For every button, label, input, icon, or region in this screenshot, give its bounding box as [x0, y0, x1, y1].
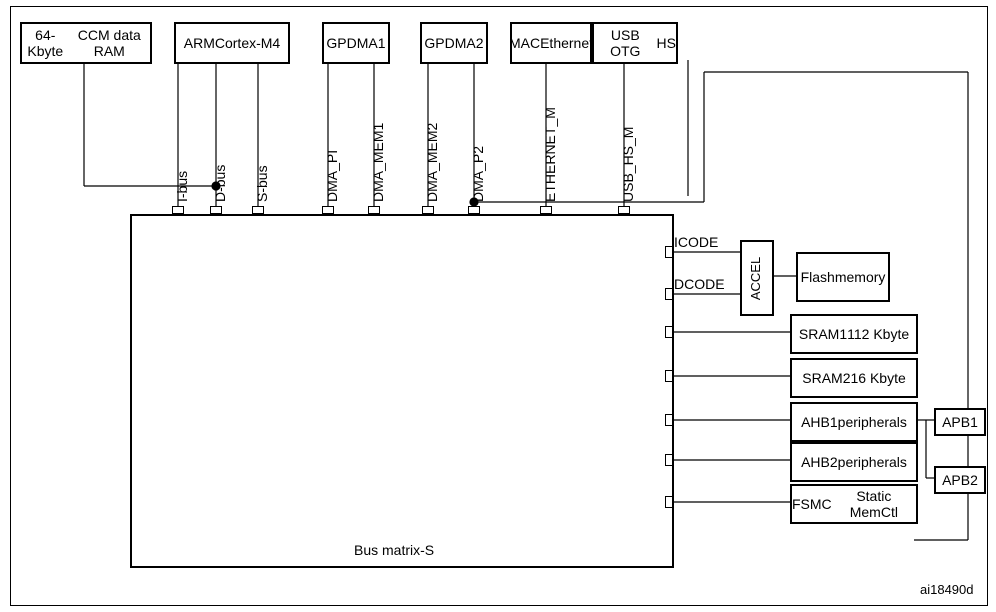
- port-top-dbus: [210, 206, 222, 214]
- slave-sram1: SRAM1112 Kbyte: [790, 314, 918, 354]
- master-cortex-l0: ARM: [184, 35, 215, 51]
- flash-l1: memory: [835, 269, 886, 285]
- master-usb-l1: HS: [657, 35, 676, 51]
- slave-ahb2-l0: AHB2: [801, 454, 838, 470]
- vlabel-usb_hs_m: USB_HS_M: [620, 127, 636, 202]
- slave-label-icode: ICODE: [674, 234, 718, 250]
- slave-sram2: SRAM216 Kbyte: [790, 358, 918, 398]
- slave-sram1-l1: 112 Kbyte: [847, 326, 909, 342]
- figure-id: ai18490d: [920, 582, 974, 597]
- vlabel-eth_m: ETHERNET_M: [542, 107, 558, 202]
- master-usb-l0: USB OTG: [594, 27, 657, 59]
- port-top-usb_hs_m: [618, 206, 630, 214]
- slave-ahb1-l1: peripherals: [838, 414, 907, 430]
- slave-ahb2-l1: peripherals: [838, 454, 907, 470]
- master-ccm-l1: CCM data RAM: [69, 27, 150, 59]
- diagram-canvas: 64-KbyteCCM data RAMARMCortex-M4GPDMA1GP…: [0, 0, 996, 612]
- master-usb: USB OTGHS: [592, 22, 678, 64]
- port-right-0: [665, 246, 673, 258]
- master-cortex: ARMCortex-M4: [174, 22, 290, 64]
- port-right-2: [665, 326, 673, 338]
- port-right-4: [665, 414, 673, 426]
- master-dma1-l1: DMA1: [347, 35, 386, 51]
- port-right-3: [665, 370, 673, 382]
- port-top-eth_m: [540, 206, 552, 214]
- accel-box: ACCEL: [740, 240, 774, 316]
- slave-sram2-l1: 16 Kbyte: [850, 370, 905, 386]
- slave-sram2-l0: SRAM2: [802, 370, 850, 386]
- master-mac-l1: Ethernet: [540, 35, 593, 51]
- master-ccm-l0: 64-Kbyte: [22, 27, 69, 59]
- slave-fsmc-l0: FSMC: [792, 496, 832, 512]
- slave-ahb2: AHB2peripherals: [790, 442, 918, 482]
- master-mac: MACEthernet: [510, 22, 592, 64]
- slave-label-dcode: DCODE: [674, 276, 725, 292]
- slave-fsmc-l1: Static MemCtl: [832, 488, 916, 520]
- slave-fsmc: FSMCStatic MemCtl: [790, 484, 918, 524]
- master-cortex-l1: Cortex-M4: [215, 35, 280, 51]
- vlabel-dbus: D-bus: [212, 165, 228, 202]
- port-top-dma_pi: [322, 206, 334, 214]
- master-dma1-l0: GP: [326, 35, 346, 51]
- vlabel-dma_mem1: DMA_MEM1: [370, 123, 386, 202]
- vlabel-dma_p2: DMA_P2: [470, 146, 486, 202]
- flash-box: Flashmemory: [796, 252, 890, 302]
- port-right-5: [665, 454, 673, 466]
- bus-matrix: [130, 214, 674, 568]
- port-top-dma_mem2: [422, 206, 434, 214]
- slave-sram1-l0: SRAM1: [799, 326, 847, 342]
- master-dma2-l1: DMA2: [445, 35, 484, 51]
- port-top-ibus: [172, 206, 184, 214]
- port-top-dma_mem1: [368, 206, 380, 214]
- bus-matrix-label: Bus matrix-S: [354, 542, 434, 558]
- apb-apb1: APB1: [934, 408, 986, 436]
- master-ccm: 64-KbyteCCM data RAM: [20, 22, 152, 64]
- vlabel-ibus: I-bus: [174, 171, 190, 202]
- master-dma2: GPDMA2: [420, 22, 488, 64]
- accel-label: ACCEL: [750, 256, 765, 299]
- port-right-6: [665, 496, 673, 508]
- vlabel-sbus: S-bus: [254, 165, 270, 202]
- master-dma1: GPDMA1: [322, 22, 390, 64]
- port-top-dma_p2: [468, 206, 480, 214]
- slave-ahb1: AHB1peripherals: [790, 402, 918, 442]
- master-dma2-l0: GP: [424, 35, 444, 51]
- port-right-1: [665, 288, 673, 300]
- vlabel-dma_pi: DMA_PI: [324, 150, 340, 202]
- port-top-sbus: [252, 206, 264, 214]
- slave-ahb1-l0: AHB1: [801, 414, 838, 430]
- vlabel-dma_mem2: DMA_MEM2: [424, 123, 440, 202]
- master-mac-l0: MAC: [509, 35, 540, 51]
- flash-l0: Flash: [801, 269, 835, 285]
- apb-apb2: APB2: [934, 466, 986, 494]
